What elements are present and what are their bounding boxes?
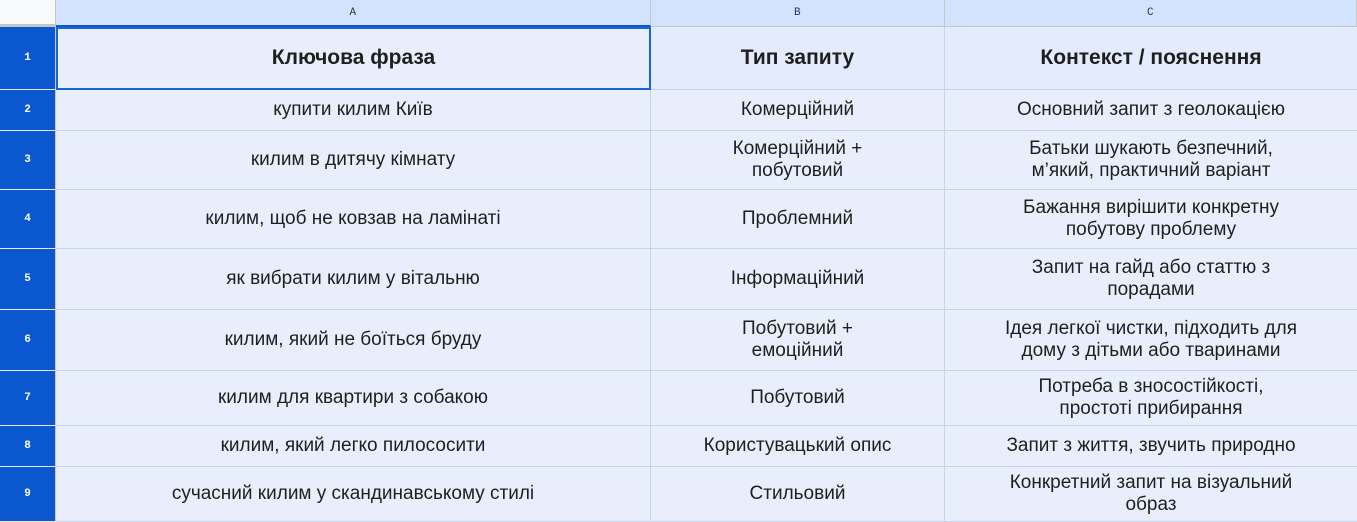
- row-header-4[interactable]: 4: [0, 190, 56, 249]
- cell-c3[interactable]: Батьки шукають безпечний, м’який, практи…: [945, 131, 1357, 190]
- row-header-2-label: 2: [24, 104, 31, 116]
- row-header-9[interactable]: 9: [0, 467, 56, 522]
- row-header-8-label: 8: [24, 440, 31, 452]
- row-header-1-label: 1: [24, 52, 31, 64]
- cell-b6[interactable]: Побутовий + емоційний: [651, 310, 945, 371]
- column-header-a[interactable]: A: [56, 0, 651, 27]
- row-header-7-label: 7: [24, 392, 31, 404]
- cell-c7[interactable]: Потреба в зносостійкості, простоті приби…: [945, 371, 1357, 426]
- cell-a3[interactable]: килим в дитячу кімнату: [56, 131, 651, 190]
- column-header-c[interactable]: C: [945, 0, 1357, 27]
- cell-a7[interactable]: килим для квартири з собакою: [56, 371, 651, 426]
- cell-c8[interactable]: Запит з життя, звучить природно: [945, 426, 1357, 467]
- row-header-9-label: 9: [24, 488, 31, 500]
- cell-b9[interactable]: Стильовий: [651, 467, 945, 522]
- cell-c4[interactable]: Бажання вирішити конкретну побутову проб…: [945, 190, 1357, 249]
- cell-b4[interactable]: Проблемний: [651, 190, 945, 249]
- cell-c2[interactable]: Основний запит з геолокацією: [945, 90, 1357, 131]
- row-header-5[interactable]: 5: [0, 249, 56, 310]
- row-header-2[interactable]: 2: [0, 90, 56, 131]
- cell-b8[interactable]: Користувацький опис: [651, 426, 945, 467]
- column-header-a-label: A: [349, 6, 357, 19]
- cell-c6[interactable]: Ідея легкої чистки, підходить для дому з…: [945, 310, 1357, 371]
- cell-a9[interactable]: сучасний килим у скандинавському стилі: [56, 467, 651, 522]
- cell-c9[interactable]: Конкретний запит на візуальний образ: [945, 467, 1357, 522]
- cell-b1[interactable]: Тип запиту: [651, 27, 945, 90]
- cell-b2[interactable]: Комерційний: [651, 90, 945, 131]
- row-header-7[interactable]: 7: [0, 371, 56, 426]
- row-header-3-label: 3: [24, 154, 31, 166]
- row-header-6[interactable]: 6: [0, 310, 56, 371]
- row-header-4-label: 4: [24, 213, 31, 225]
- cell-a2[interactable]: купити килим Київ: [56, 90, 651, 131]
- column-header-b[interactable]: B: [651, 0, 945, 27]
- row-header-8[interactable]: 8: [0, 426, 56, 467]
- cell-a8[interactable]: килим, який легко пилососити: [56, 426, 651, 467]
- cell-a4[interactable]: килим, щоб не ковзав на ламінаті: [56, 190, 651, 249]
- column-header-c-label: C: [1147, 7, 1154, 19]
- cell-a1[interactable]: Ключова фраза: [56, 27, 651, 90]
- row-header-6-label: 6: [24, 334, 31, 346]
- column-header-b-label: B: [794, 7, 801, 19]
- cell-a5[interactable]: як вибрати килим у вітальню: [56, 249, 651, 310]
- cell-a6[interactable]: килим, який не боїться бруду: [56, 310, 651, 371]
- row-header-3[interactable]: 3: [0, 131, 56, 190]
- row-header-5-label: 5: [24, 273, 31, 285]
- row-header-1[interactable]: 1: [0, 27, 56, 90]
- cell-b3[interactable]: Комерційний + побутовий: [651, 131, 945, 190]
- cell-c5[interactable]: Запит на гайд або статтю з порадами: [945, 249, 1357, 310]
- cell-b7[interactable]: Побутовий: [651, 371, 945, 426]
- cell-b5[interactable]: Інформаційний: [651, 249, 945, 310]
- select-all-corner[interactable]: [0, 0, 56, 27]
- cell-c1[interactable]: Контекст / пояснення: [945, 27, 1357, 90]
